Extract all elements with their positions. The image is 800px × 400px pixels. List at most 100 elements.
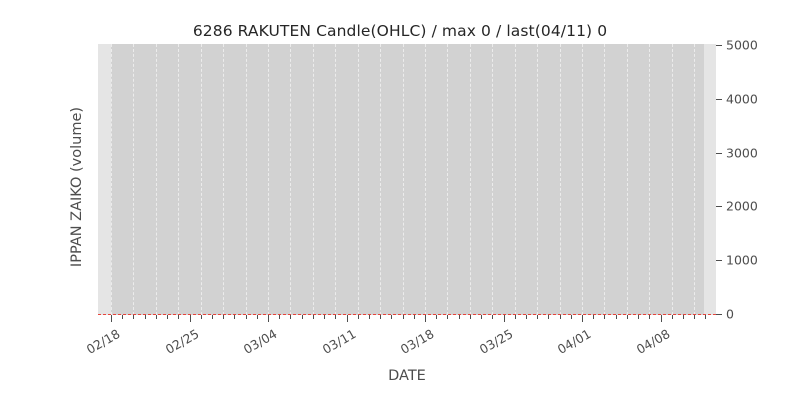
x-tick-minor — [133, 315, 135, 319]
x-tick-minor — [256, 315, 258, 319]
gridline-vertical — [111, 44, 112, 315]
x-tick-minor — [324, 315, 326, 319]
x-tick-minor — [559, 315, 561, 319]
y-tick-major — [716, 152, 722, 154]
gridline-vertical — [514, 44, 516, 315]
y-tick-major — [716, 314, 722, 315]
y-tick-major — [716, 98, 722, 100]
gridline-vertical — [559, 44, 561, 315]
x-tick-minor — [245, 315, 247, 319]
x-tick-minor — [705, 315, 707, 319]
x-axis-ticks — [98, 315, 716, 325]
gridline-vertical — [133, 44, 135, 315]
x-tick-minor — [413, 315, 415, 319]
y-tick-major — [716, 206, 722, 208]
y-tick-major — [716, 45, 722, 46]
gridline-vertical — [200, 44, 202, 315]
gridline-vertical — [357, 44, 359, 315]
gridline-vertical — [402, 44, 404, 315]
y-axis-label: IPPAN ZAIKO (volume) — [69, 106, 85, 268]
x-tick-minor — [122, 315, 124, 319]
y-tick-label: 4000 — [726, 91, 758, 107]
x-tick-minor — [548, 315, 550, 319]
gridline-vertical — [537, 44, 539, 315]
x-tick-minor — [234, 315, 236, 319]
x-tick-minor — [492, 315, 494, 319]
x-tick-minor — [570, 315, 572, 319]
x-tick-minor — [357, 315, 359, 319]
x-tick-major — [268, 315, 269, 322]
gridline-vertical — [649, 44, 651, 315]
x-tick-minor — [649, 315, 651, 319]
gridline-vertical — [626, 44, 628, 315]
gridline-vertical — [380, 44, 382, 315]
x-tick-minor — [514, 315, 516, 319]
gridline-vertical — [178, 44, 180, 315]
x-tick-major — [582, 315, 583, 322]
gridline-vertical — [223, 44, 225, 315]
x-tick-minor — [638, 315, 640, 319]
gridline-vertical — [469, 44, 471, 315]
gridline-vertical — [155, 44, 157, 315]
y-tick-label: 2000 — [726, 198, 758, 214]
x-tick-minor — [301, 315, 303, 319]
y-tick-label: 5000 — [726, 37, 758, 53]
x-tick-minor — [537, 315, 539, 319]
x-tick-major — [346, 315, 348, 322]
gridline-vertical — [335, 44, 337, 315]
x-tick-minor — [167, 315, 169, 319]
x-tick-minor — [155, 315, 157, 319]
x-tick-minor — [368, 315, 370, 319]
gridline-vertical — [447, 44, 449, 315]
x-tick-minor — [290, 315, 292, 319]
x-tick-minor — [211, 315, 213, 319]
x-tick-minor — [525, 315, 527, 319]
chart-title: 6286 RAKUTEN Candle(OHLC) / max 0 / last… — [192, 22, 608, 40]
x-tick-minor — [391, 315, 393, 319]
gridline-vertical — [425, 44, 426, 315]
y-tick-major — [716, 260, 722, 262]
x-tick-major — [660, 315, 662, 322]
x-tick-minor — [335, 315, 337, 319]
x-tick-minor — [447, 315, 449, 319]
gridline-vertical — [268, 44, 269, 315]
x-tick-minor — [593, 315, 595, 319]
gridline-vertical — [604, 44, 606, 315]
x-tick-minor — [694, 315, 696, 319]
x-tick-minor — [604, 315, 606, 319]
x-tick-minor — [615, 315, 617, 319]
vertical-gridlines — [98, 44, 716, 315]
x-tick-major — [189, 315, 191, 322]
x-tick-minor — [200, 315, 202, 319]
x-tick-minor — [380, 315, 382, 319]
x-axis-label: DATE — [388, 368, 426, 384]
gridline-vertical — [245, 44, 247, 315]
plot-area — [98, 44, 716, 315]
x-tick-label: 04/01 — [554, 326, 594, 358]
x-tick-minor — [402, 315, 404, 319]
x-tick-minor — [481, 315, 483, 319]
gridline-vertical — [492, 44, 494, 315]
series-line-ippan-zaiko — [98, 314, 716, 315]
gridline-vertical — [582, 44, 583, 315]
y-tick-label: 0 — [726, 306, 734, 322]
x-tick-label: 03/18 — [397, 326, 437, 358]
gridline-vertical — [671, 44, 673, 315]
x-tick-minor — [436, 315, 438, 319]
x-tick-label: 04/08 — [633, 326, 672, 358]
x-tick-major — [425, 315, 426, 322]
x-tick-minor — [682, 315, 684, 319]
x-tick-minor — [279, 315, 281, 319]
x-tick-minor — [671, 315, 673, 319]
x-tick-minor — [458, 315, 460, 319]
x-tick-minor — [144, 315, 146, 319]
gridline-vertical — [694, 44, 696, 315]
gridline-vertical — [290, 44, 292, 315]
x-tick-minor — [469, 315, 471, 319]
x-tick-minor — [178, 315, 180, 319]
y-tick-label: 3000 — [726, 145, 758, 161]
x-tick-label: 03/11 — [319, 326, 358, 358]
x-tick-label: 02/25 — [162, 326, 201, 358]
y-axis-ticks — [716, 44, 726, 315]
x-tick-minor — [626, 315, 628, 319]
